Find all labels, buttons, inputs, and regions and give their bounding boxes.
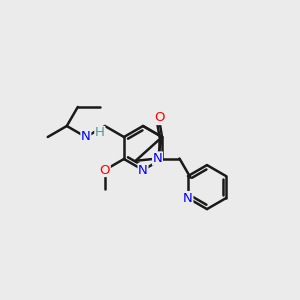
Text: N: N — [81, 130, 91, 143]
Text: N: N — [183, 192, 193, 205]
Text: O: O — [154, 112, 164, 124]
Text: H: H — [95, 127, 105, 140]
Text: N: N — [153, 152, 162, 165]
Text: O: O — [100, 164, 110, 176]
Text: N: N — [138, 164, 148, 176]
